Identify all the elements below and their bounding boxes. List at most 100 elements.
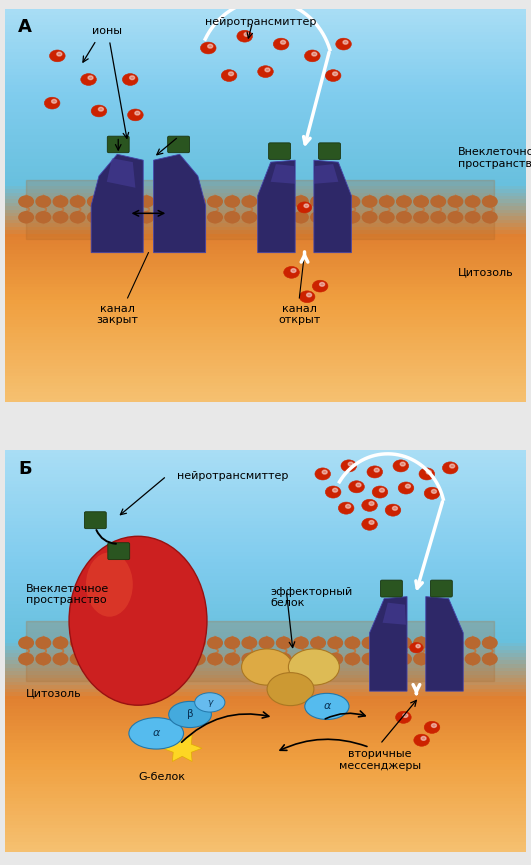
Circle shape — [432, 724, 436, 727]
Circle shape — [483, 196, 497, 207]
Circle shape — [336, 38, 352, 50]
Circle shape — [242, 212, 256, 223]
Circle shape — [414, 196, 429, 207]
Circle shape — [328, 196, 342, 207]
Circle shape — [291, 269, 296, 272]
Ellipse shape — [305, 694, 349, 720]
Circle shape — [406, 484, 410, 488]
Text: Цитозоль: Цитозоль — [26, 689, 82, 698]
Text: Цитозоль: Цитозоль — [458, 267, 513, 278]
Circle shape — [414, 653, 429, 664]
Circle shape — [311, 212, 326, 223]
Circle shape — [259, 196, 274, 207]
Circle shape — [465, 638, 480, 649]
Circle shape — [465, 196, 480, 207]
FancyBboxPatch shape — [84, 512, 106, 529]
FancyBboxPatch shape — [108, 542, 130, 560]
Circle shape — [372, 486, 388, 498]
Circle shape — [380, 638, 394, 649]
Circle shape — [259, 653, 274, 664]
Circle shape — [122, 74, 138, 86]
Circle shape — [88, 638, 102, 649]
Ellipse shape — [86, 553, 133, 617]
Circle shape — [36, 653, 50, 664]
Circle shape — [122, 196, 136, 207]
Circle shape — [369, 521, 374, 524]
Circle shape — [416, 644, 420, 648]
Circle shape — [208, 638, 222, 649]
Circle shape — [448, 653, 463, 664]
Circle shape — [426, 471, 431, 474]
Circle shape — [280, 41, 286, 44]
Circle shape — [322, 471, 327, 474]
Circle shape — [277, 196, 291, 207]
Text: β: β — [187, 709, 193, 720]
Text: γ: γ — [207, 698, 212, 707]
Circle shape — [483, 638, 497, 649]
Text: Внеклеточное
пространство: Внеклеточное пространство — [458, 147, 531, 169]
Circle shape — [225, 638, 239, 649]
Circle shape — [362, 499, 378, 511]
Circle shape — [311, 196, 326, 207]
Circle shape — [122, 653, 136, 664]
Circle shape — [156, 638, 171, 649]
Text: Б: Б — [18, 460, 32, 477]
Circle shape — [450, 465, 455, 468]
Circle shape — [191, 196, 205, 207]
Circle shape — [258, 66, 273, 78]
Circle shape — [71, 653, 85, 664]
Circle shape — [81, 74, 97, 86]
Circle shape — [311, 638, 326, 649]
Circle shape — [36, 212, 50, 223]
Circle shape — [362, 638, 377, 649]
Ellipse shape — [242, 649, 293, 685]
Text: α: α — [152, 728, 160, 739]
Text: Внеклеточное
пространство: Внеклеточное пространство — [26, 584, 109, 605]
Circle shape — [397, 196, 411, 207]
Circle shape — [332, 72, 338, 75]
Circle shape — [349, 481, 364, 493]
Circle shape — [98, 107, 104, 111]
Circle shape — [414, 638, 429, 649]
Circle shape — [71, 638, 85, 649]
Circle shape — [244, 33, 249, 36]
Circle shape — [431, 638, 446, 649]
Circle shape — [332, 489, 338, 492]
Circle shape — [19, 196, 33, 207]
Polygon shape — [314, 160, 352, 253]
Text: ионы: ионы — [92, 26, 122, 36]
Circle shape — [228, 72, 234, 75]
FancyBboxPatch shape — [107, 136, 129, 153]
Text: нейротрансмиттер: нейротрансмиттер — [204, 16, 316, 27]
Ellipse shape — [267, 673, 314, 706]
Circle shape — [465, 653, 480, 664]
Circle shape — [297, 202, 312, 213]
Circle shape — [345, 653, 359, 664]
Text: эффекторный
белок: эффекторный белок — [271, 586, 353, 608]
Circle shape — [294, 196, 308, 207]
Circle shape — [174, 653, 188, 664]
Circle shape — [105, 212, 119, 223]
Circle shape — [191, 653, 205, 664]
Circle shape — [174, 196, 188, 207]
Circle shape — [345, 196, 359, 207]
Circle shape — [312, 52, 317, 56]
Polygon shape — [382, 603, 406, 625]
Circle shape — [338, 502, 354, 514]
Circle shape — [348, 462, 353, 466]
Circle shape — [294, 212, 308, 223]
Text: канал
открыт: канал открыт — [278, 304, 320, 325]
Circle shape — [315, 468, 330, 480]
Circle shape — [225, 196, 239, 207]
Circle shape — [53, 196, 68, 207]
FancyArrowPatch shape — [280, 740, 367, 750]
Circle shape — [380, 489, 384, 492]
Text: вторичные
мессенджеры: вторичные мессенджеры — [339, 749, 421, 771]
Circle shape — [414, 734, 430, 746]
Circle shape — [19, 638, 33, 649]
Circle shape — [71, 212, 85, 223]
Circle shape — [52, 99, 57, 103]
Circle shape — [91, 105, 107, 117]
Circle shape — [122, 638, 136, 649]
Circle shape — [397, 212, 411, 223]
